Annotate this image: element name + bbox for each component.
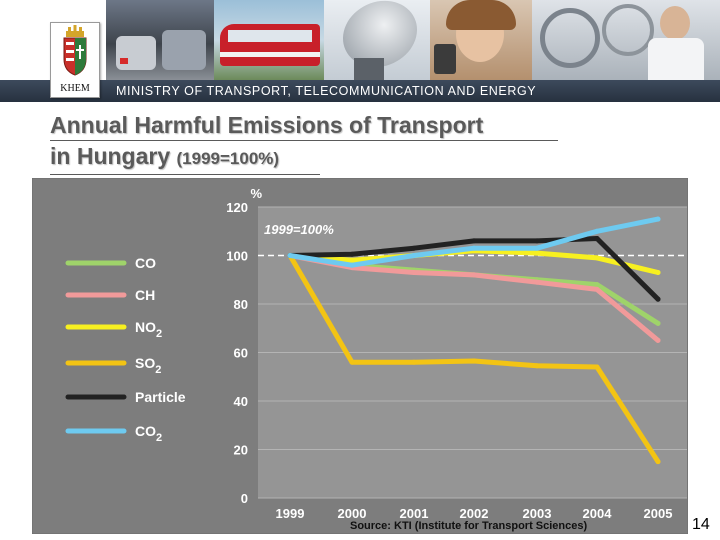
data-point (534, 238, 540, 244)
photo-strip (106, 0, 720, 80)
title-suffix: (1999=100%) (176, 149, 280, 168)
data-point (411, 245, 417, 251)
satellite-dish-photo (324, 0, 430, 80)
x-tick-label: 2004 (583, 506, 613, 521)
data-point (471, 245, 477, 251)
logo-text: KHEM (60, 83, 90, 94)
x-tick-label: 1999 (276, 506, 305, 521)
legend-label: SO2 (135, 355, 161, 376)
data-point (349, 262, 355, 268)
source-note: Source: KTI (Institute for Transport Sci… (350, 520, 588, 532)
data-point (594, 364, 600, 370)
red-train-photo (214, 0, 324, 80)
hungarian-coat-of-arms-icon (63, 25, 87, 76)
y-tick-label: 100 (226, 249, 248, 264)
data-point (349, 359, 355, 365)
data-point (411, 359, 417, 365)
data-point (349, 251, 355, 257)
page-number: 14 (692, 516, 710, 533)
x-tick-label: 2002 (460, 506, 489, 521)
data-point (534, 363, 540, 369)
legend-label: Particle (135, 389, 186, 405)
engineer-in-lab-photo (532, 0, 720, 80)
data-point (655, 459, 661, 465)
header-banner: MINISTRY OF TRANSPORT, TELECOMMUNICATION… (0, 0, 720, 104)
x-tick-label: 2000 (338, 506, 367, 521)
ministry-logo: KHEM (50, 22, 100, 98)
data-point (655, 296, 661, 302)
y-tick-label: 80 (234, 297, 248, 312)
data-point (534, 245, 540, 251)
data-point (594, 255, 600, 261)
data-point (655, 216, 661, 222)
data-point (349, 257, 355, 263)
y-axis-unit-label: % (250, 186, 262, 201)
x-tick-label: 2001 (400, 506, 429, 521)
data-point (655, 337, 661, 343)
title-line-2-text: in Hungary (50, 143, 171, 169)
legend-label-subscript: 2 (156, 328, 162, 340)
woman-with-phone-photo (430, 0, 532, 80)
data-point (471, 238, 477, 244)
emissions-line-chart: 0 20 40 60 80 100 120% 1999=100% 1999 2000 2001 200… (32, 178, 688, 534)
data-point (411, 253, 417, 258)
legend-label-subscript: 2 (155, 364, 161, 376)
x-tick-label: 2005 (644, 506, 673, 521)
data-point (594, 282, 600, 288)
y-tick-label: 40 (234, 394, 248, 409)
data-point (655, 270, 661, 275)
chart-panel: 0 20 40 60 80 100 120% 1999=100% 1999 2000 2001 200… (32, 178, 688, 534)
legend-label: NO2 (135, 319, 162, 340)
data-point (534, 250, 540, 256)
data-point (411, 270, 417, 275)
ministry-bar (0, 80, 720, 102)
data-point (471, 272, 477, 278)
data-point (471, 358, 477, 364)
data-point (287, 253, 293, 258)
y-tick-label: 120 (226, 200, 248, 215)
data-point (534, 279, 540, 285)
title-line-1: Annual Harmful Emissions of Transport (50, 110, 558, 141)
legend-label: CO2 (135, 423, 162, 444)
legend-label: CO (135, 255, 156, 271)
x-tick-label: 2003 (523, 506, 552, 521)
legend-label: CH (135, 287, 155, 303)
data-point (594, 286, 600, 292)
data-point (655, 320, 661, 326)
baseline-annotation: 1999=100% (264, 222, 334, 237)
y-tick-label: 20 (234, 443, 248, 458)
data-point (594, 228, 600, 234)
title-line-2: in Hungary (1999=100%) (50, 141, 320, 175)
legend-label-subscript: 2 (156, 432, 162, 444)
ministry-name: MINISTRY OF TRANSPORT, TELECOMMUNICATION… (116, 84, 537, 98)
y-tick-label: 60 (234, 346, 248, 361)
cars-in-traffic-photo (106, 0, 214, 80)
y-tick-label: 0 (241, 491, 248, 506)
data-point (594, 236, 600, 241)
